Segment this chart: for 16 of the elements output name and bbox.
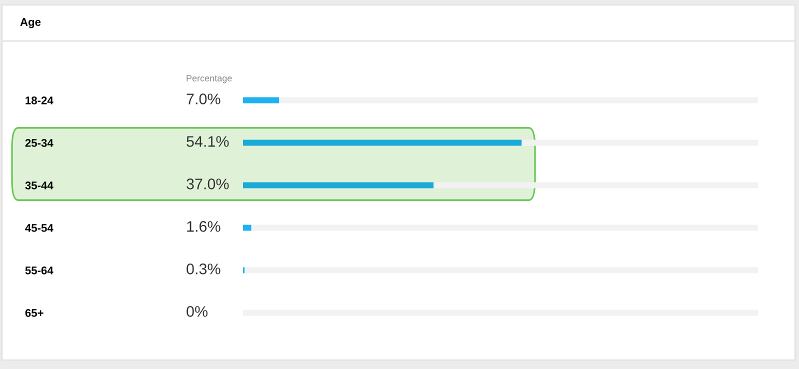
y-tick-label: 65+: [25, 309, 44, 317]
data-label: 7.0%: [186, 94, 220, 104]
data-label: 0%: [186, 306, 208, 317]
x-axis-title: Percentage: [186, 75, 232, 84]
data-label: 37.0%: [186, 178, 229, 190]
data-label: 1.6%: [187, 221, 220, 232]
text: Age: [20, 18, 41, 28]
y-tick-label: 55-64: [25, 266, 54, 274]
y-tick-label: 45-54: [25, 224, 54, 232]
data-label: 54.1%: [186, 136, 229, 147]
data-label: 0.3%: [186, 264, 220, 274]
y-tick-label: 18-24: [26, 96, 54, 104]
bar: [243, 97, 280, 104]
y-tick-label: 35-44: [25, 182, 54, 190]
y-tick-label: 25-34: [25, 139, 54, 147]
bar: [243, 224, 252, 231]
